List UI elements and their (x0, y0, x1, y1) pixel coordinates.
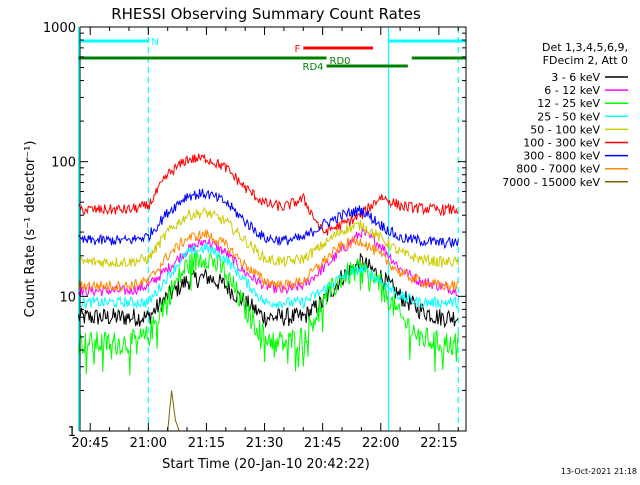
x-tick-label-3: 21:30 (246, 436, 283, 451)
series-group (78, 153, 459, 432)
legend-label-4: 50 - 100 keV (530, 123, 600, 136)
series-line-5 (78, 153, 459, 236)
footer-date: 13-Oct-2021 21:18 (561, 467, 637, 476)
y-tick-label-0: 1 (68, 425, 76, 440)
x-tick-label-2: 21:15 (188, 436, 225, 451)
legend-label-6: 300 - 800 keV (523, 150, 600, 163)
legend-label-3: 25 - 50 keV (537, 110, 600, 123)
x-axis-label: Start Time (20-Jan-10 20:42:22) (162, 457, 370, 472)
legend-label-0: 3 - 6 keV (551, 71, 600, 84)
y-axis: 1 10 100 1000 (43, 21, 466, 440)
x-tick-label-1: 21:00 (130, 436, 167, 451)
legend-label-7: 800 - 7000 keV (516, 163, 600, 176)
y-tick-label-2: 100 (51, 156, 76, 171)
series-line-4 (78, 206, 459, 269)
annotation-label-3: RD0 (330, 56, 351, 67)
x-tick-label-4: 21:45 (304, 436, 341, 451)
series-line-3 (78, 242, 459, 310)
series-line-7 (78, 229, 459, 293)
series-line-6 (78, 188, 459, 250)
legend-label-5: 100 - 300 keV (523, 137, 600, 150)
x-axis: 20:45 21:00 21:15 21:30 21:45 22:00 22:15 (71, 27, 459, 451)
y-axis-label: Count Rate (s⁻¹ detector⁻¹) (23, 141, 38, 318)
x-tick-label-0: 20:45 (71, 436, 108, 451)
legend-header-0: Det 1,3,4,5,6,9, (542, 41, 628, 54)
annotation-label-2: F (295, 44, 301, 55)
plot-frame (79, 26, 467, 432)
x-tick-label-6: 22:15 (420, 436, 457, 451)
chart-title: RHESSI Observing Summary Count Rates (111, 5, 421, 23)
legend-header-1: FDecim 2, Att 0 (543, 54, 628, 67)
x-tick-label-5: 22:00 (362, 436, 399, 451)
y-tick-label-3: 1000 (43, 21, 76, 36)
y-tick-label-1: 10 (59, 290, 76, 305)
series-line-2 (78, 250, 459, 376)
vertical-markers (77, 27, 459, 431)
series-line-8 (167, 390, 180, 432)
annotation-label-0: N (151, 37, 158, 48)
legend: Det 1,3,4,5,6,9,FDecim 2, Att 0 3 - 6 keV… (502, 41, 628, 189)
legend-label-2: 12 - 25 keV (537, 97, 600, 110)
annotation-label-4: RD4 (303, 62, 324, 73)
legend-label-8: 7000 - 15000 keV (502, 176, 600, 189)
legend-label-1: 6 - 12 keV (544, 84, 600, 97)
annotation-bars: N F RD0 RD4 (78, 37, 466, 73)
